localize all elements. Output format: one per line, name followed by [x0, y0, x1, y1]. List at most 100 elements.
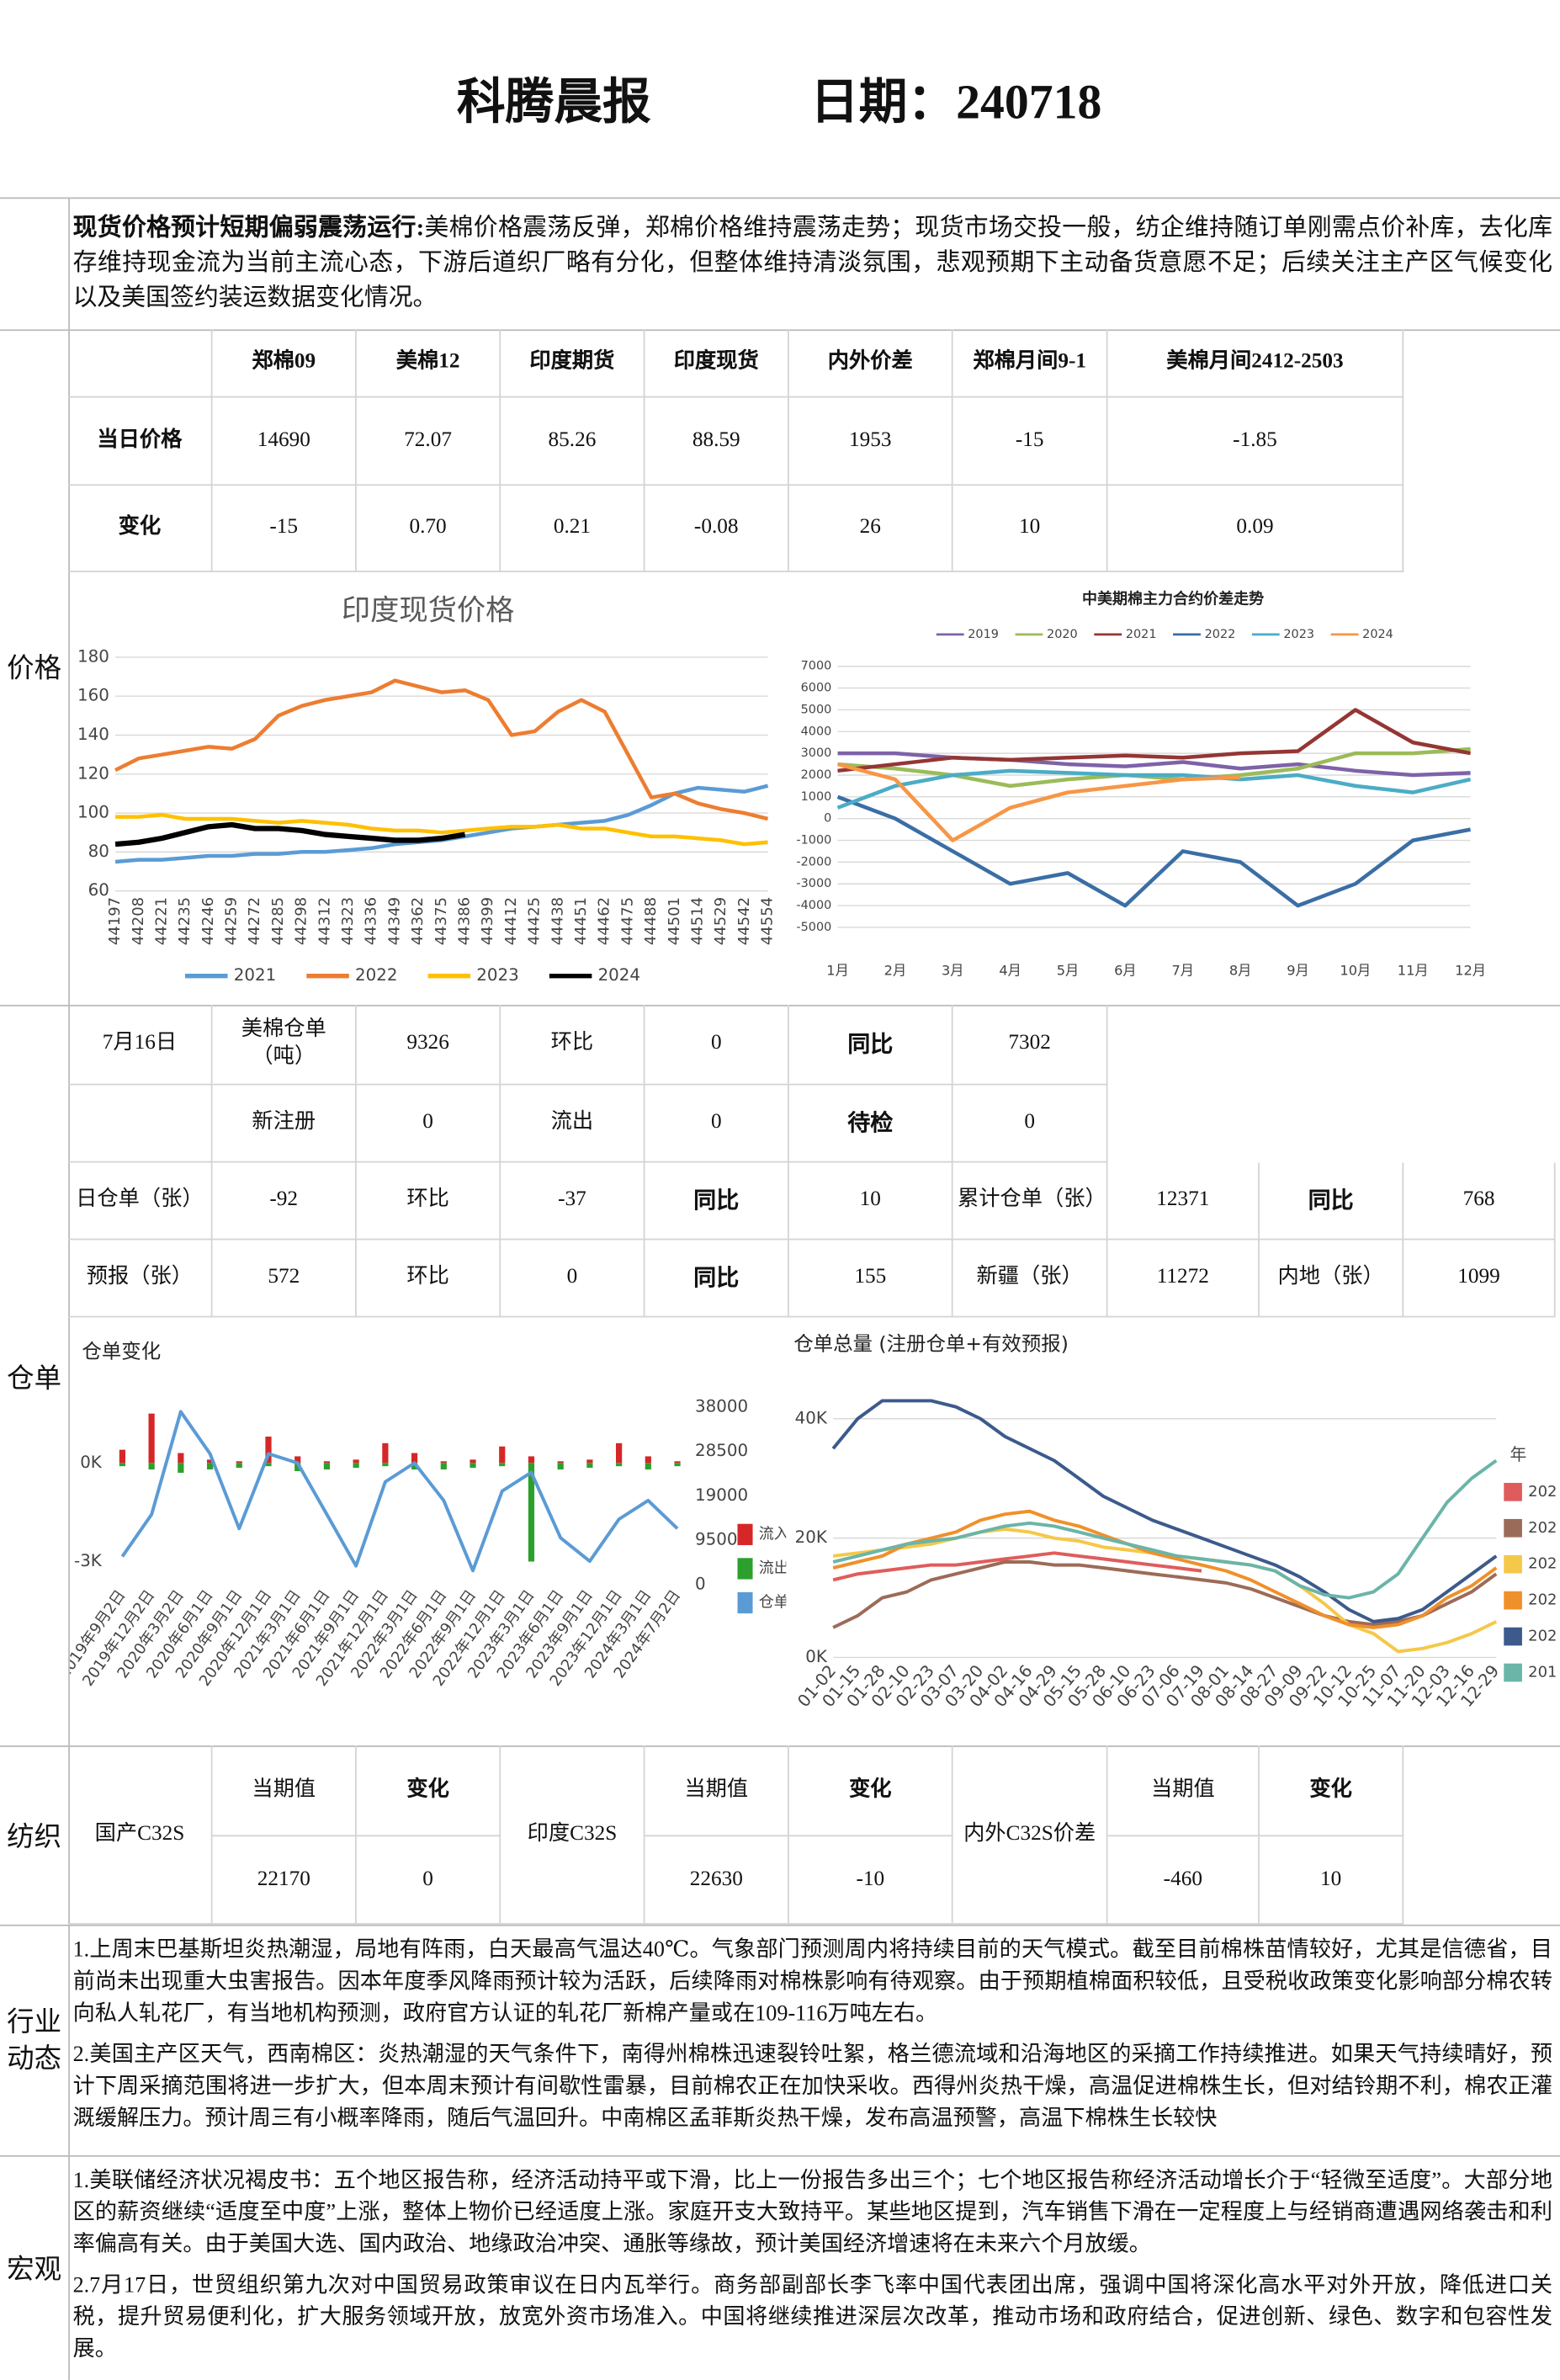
table-cell: 11272: [1107, 1240, 1260, 1318]
bar: [236, 1463, 242, 1469]
bar: [294, 1456, 301, 1464]
industry-text: 1.上周末巴基斯坦炎热潮湿，局地有阵雨，白天最高气温达40℃。气象部门预测周内将…: [73, 1935, 1552, 2152]
table-header: 变化: [356, 1745, 501, 1837]
bar: [586, 1459, 593, 1464]
bar: [499, 1463, 506, 1467]
table-header: 郑棉09: [212, 329, 357, 398]
table-cell: -1.85: [1107, 397, 1404, 486]
legend-label: 2021: [234, 965, 276, 985]
divider: [0, 2154, 1560, 2157]
y-tick-label: 20K: [795, 1527, 828, 1547]
legend-label: 2021: [1126, 628, 1157, 641]
bar: [353, 1463, 359, 1469]
y-tick-label: -3000: [796, 877, 831, 890]
section-label: 宏观: [7, 2254, 62, 2285]
divider: [0, 329, 1560, 332]
y2-tick-label: 0: [695, 1574, 706, 1593]
x-tick-label: 44451: [572, 897, 590, 945]
bar: [557, 1463, 564, 1470]
series-line: [114, 678, 769, 821]
table-header: 郑棉月间9-1: [952, 329, 1108, 398]
chart: 仓单总量 (注册仓单+有效预报)0K20K40K01-0201-1501-280…: [793, 1331, 1555, 1711]
legend-swatch: [737, 1558, 753, 1580]
y-tick-label: 40K: [795, 1408, 828, 1427]
table-cell: 同比: [645, 1240, 789, 1318]
y-tick-label: 0: [824, 812, 831, 826]
table-cell: 同比: [1259, 1162, 1404, 1240]
y-tick-label: -3K: [74, 1551, 103, 1570]
section-label: 仓单: [7, 1363, 62, 1394]
bar: [148, 1463, 155, 1470]
table-cell: 9326: [356, 1004, 501, 1086]
table-header: 美棉月间2412-2503: [1107, 329, 1404, 398]
bar: [440, 1461, 447, 1464]
table-cell: 0: [356, 1836, 501, 1925]
legend-title: 年: [1510, 1445, 1526, 1464]
table-cell: 22170: [212, 1836, 357, 1925]
chart: 印度现货价格 60 80 100 120 140 160 180 44197 44208 44221…: [77, 593, 777, 985]
x-tick-label: 7月: [1171, 963, 1194, 979]
series-line: [837, 746, 1471, 789]
x-tick-label: 6月: [1114, 963, 1137, 979]
legend-swatch: [1504, 1554, 1522, 1574]
row-label: 当日价格: [68, 397, 213, 486]
y-tick-label: 2000: [801, 768, 832, 782]
table-cell: 85.26: [501, 397, 645, 486]
legend-label: 2024: [598, 965, 640, 985]
y-tick-label: -2000: [796, 855, 831, 869]
bar: [674, 1461, 681, 1464]
table-cell: 14690: [212, 397, 357, 486]
bar: [236, 1461, 242, 1464]
x-tick-label: 44529: [712, 897, 730, 945]
table-header: 印度期货: [501, 329, 645, 398]
y-tick-label: 0K: [805, 1647, 828, 1666]
table-cell: 7月16日: [68, 1004, 213, 1086]
y-tick-label: 1000: [801, 790, 832, 804]
table-cell: 768: [1403, 1162, 1556, 1240]
table-cell: [68, 1085, 213, 1163]
table-header: 当期值: [645, 1745, 789, 1837]
x-tick-label: 44438: [549, 897, 566, 945]
table-cell: 0: [356, 1085, 501, 1163]
table-header: 印度现货: [645, 329, 789, 398]
table-cell: 内地（张）: [1259, 1240, 1404, 1318]
series-line: [114, 821, 466, 847]
divider: [0, 1745, 1560, 1747]
header-date: 日期：240718: [810, 74, 1102, 130]
table-header: 当期值: [212, 1745, 357, 1837]
divider: [0, 1004, 1560, 1007]
legend-swatch: [1504, 1627, 1522, 1646]
x-tick-label: 12月: [1455, 963, 1486, 979]
x-tick-label: 44259: [223, 897, 241, 945]
legend-swatch: [1504, 1663, 1522, 1682]
x-tick-label: 44272: [246, 897, 263, 945]
table-cell: 10: [788, 1162, 953, 1240]
x-tick-label: 5月: [1057, 963, 1080, 979]
bar: [323, 1461, 331, 1464]
series-line: [831, 1399, 1498, 1623]
row-label: 变化: [68, 486, 213, 572]
divider: [0, 1924, 1560, 1926]
legend-label: 2020: [1047, 628, 1078, 641]
legend-swatch: [1504, 1591, 1522, 1610]
x-tick-label: 2月: [884, 963, 907, 979]
left-rule: [68, 197, 70, 2380]
x-tick-label: 44475: [618, 897, 636, 945]
bar: [557, 1461, 564, 1464]
y-tick-label: 100: [77, 803, 109, 822]
paragraph: 2.美国主产区天气，西南棉区：炎热潮湿的天气条件下，南得州棉株迅速裂铃吐絮，格兰…: [72, 2043, 1552, 2132]
table-cell: 12371: [1107, 1162, 1260, 1240]
table-header: 当期值: [1107, 1745, 1260, 1837]
table-cell: 0.09: [1107, 486, 1404, 572]
series-line: [832, 1551, 1202, 1582]
legend-label: 2022: [355, 965, 397, 985]
table-cell: -10: [788, 1836, 953, 1925]
summary-text: 美棉价格震荡反弹，郑棉价格维持震荡走势；现货市场交投一般，纺企维持随订单刚需点价…: [72, 215, 1552, 311]
bar: [470, 1459, 476, 1464]
x-tick-label: 44386: [456, 897, 474, 945]
bar: [615, 1442, 623, 1464]
legend-label: 仓单: [759, 1593, 786, 1611]
x-tick-label: 44488: [642, 897, 660, 945]
chart-title: 仓单变化: [82, 1339, 161, 1363]
bar: [206, 1463, 214, 1470]
